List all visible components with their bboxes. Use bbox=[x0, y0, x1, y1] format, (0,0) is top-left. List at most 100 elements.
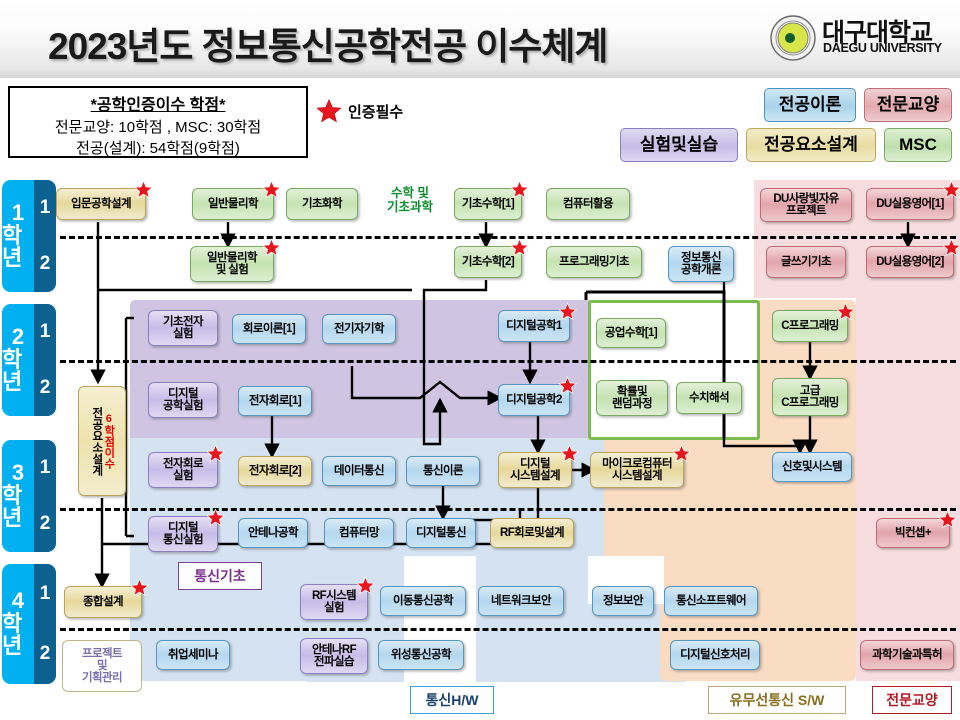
course-box-c25[interactable]: 고급 C프로그래밍 bbox=[772, 378, 848, 416]
course-box-c44[interactable]: 통신소프트웨어 bbox=[664, 586, 758, 616]
red-star-icon bbox=[510, 238, 529, 257]
course-box-c23[interactable]: 확률및 랜덤과정 bbox=[596, 380, 668, 416]
course-label: 과학기술과특허 bbox=[872, 648, 942, 661]
course-label: RF회로및설계 bbox=[499, 526, 565, 539]
sem-divider-y2 bbox=[60, 360, 956, 363]
course-box-c38[interactable]: 빅컨셉+ bbox=[876, 510, 957, 548]
course-label: 정보보안 bbox=[603, 594, 644, 607]
red-star-icon bbox=[262, 180, 281, 199]
course-box-c49[interactable]: 디지털신호처리 bbox=[670, 640, 760, 670]
group-label-comm-hw: 통신H/W bbox=[410, 686, 494, 714]
course-box-c03[interactable]: 기초화학 bbox=[286, 188, 358, 220]
legend-chip-msc[interactable]: MSC bbox=[884, 128, 952, 162]
course-label: 공업수학[1] bbox=[604, 326, 658, 339]
legend-chip-theory[interactable]: 전공이론 bbox=[764, 88, 856, 122]
course-box-c27[interactable]: 전자회로[2] bbox=[238, 456, 312, 486]
course-box-c02[interactable]: 일반물리학 bbox=[192, 180, 281, 220]
course-label: 기초수학[1] bbox=[461, 197, 515, 210]
course-box-c39[interactable]: 종합설계 bbox=[64, 578, 149, 618]
design-element-column[interactable]: 전공요소설계 6학점이수 bbox=[78, 386, 126, 496]
year-label-3: 3 학년 bbox=[2, 440, 34, 552]
course-box-c07[interactable]: DU실용영어[1] bbox=[866, 180, 960, 220]
logo-name-en: DAEGU UNIVERSITY bbox=[823, 41, 942, 55]
course-box-c09[interactable]: 기초수학[2] bbox=[454, 238, 529, 278]
course-label: 종합설계 bbox=[83, 595, 124, 608]
course-box-c42[interactable]: 네트워크보안 bbox=[478, 586, 564, 616]
course-box-c32[interactable]: 신호및시스템 bbox=[772, 452, 852, 482]
course-box-c35[interactable]: 컴퓨터망 bbox=[324, 518, 394, 548]
course-box-c50[interactable]: 과학기술과특허 bbox=[860, 640, 954, 670]
star-legend-label: 인증필수 bbox=[348, 104, 404, 121]
course-box-c47[interactable]: 안테나RF 전파실습 bbox=[300, 638, 368, 674]
course-label: 디지털공학1 bbox=[506, 319, 562, 332]
course-box-c30[interactable]: 디지털 시스템설계 bbox=[498, 444, 579, 488]
sem-divider-y4 bbox=[60, 628, 956, 631]
course-label: 수치해석 bbox=[689, 391, 730, 404]
legend-chip-gened[interactable]: 전문교양 bbox=[864, 88, 952, 122]
course-box-c34[interactable]: 안테나공학 bbox=[238, 518, 308, 548]
red-star-icon bbox=[262, 238, 281, 257]
course-box-c26[interactable]: 전자회로 실험 bbox=[148, 444, 225, 488]
course-box-c48[interactable]: 위성통신공학 bbox=[378, 640, 464, 670]
course-label: 네트워크보안 bbox=[491, 594, 551, 607]
course-box-c40[interactable]: RF시스템 실험 bbox=[300, 576, 375, 620]
course-box-c28[interactable]: 데이터통신 bbox=[322, 456, 396, 486]
course-box-c15[interactable]: 회로이론[1] bbox=[232, 314, 306, 344]
course-label: 전자회로[2] bbox=[248, 464, 302, 477]
course-label: 디지털 통신실험 bbox=[163, 521, 204, 546]
course-box-c10[interactable]: 프로그래밍기초 bbox=[546, 246, 642, 278]
course-label: 컴퓨터망 bbox=[339, 526, 380, 539]
course-box-c16[interactable]: 전기자기학 bbox=[322, 314, 396, 344]
course-box-c36[interactable]: 디지털통신 bbox=[406, 518, 476, 548]
design-element-credit: 6학점이수 bbox=[102, 413, 115, 469]
course-box-c04[interactable]: 기초수학[1] bbox=[454, 180, 529, 220]
course-label: 마이크로컴퓨터 시스템설계 bbox=[602, 457, 672, 482]
course-box-c31[interactable]: 마이크로컴퓨터 시스템설계 bbox=[590, 444, 691, 488]
course-label: 기초수학[2] bbox=[461, 255, 515, 268]
legend-chip-lab[interactable]: 실험및실습 bbox=[620, 128, 738, 162]
course-box-c11[interactable]: 정보통신 공학개론 bbox=[668, 246, 734, 282]
page-header: 2023년도 정보통신공학전공 이수체계 대구대학교 DAEGU UNIVERS… bbox=[0, 0, 960, 78]
course-box-c05[interactable]: 컴퓨터활용 bbox=[546, 188, 630, 220]
course-box-c41[interactable]: 이동통신공학 bbox=[380, 586, 466, 616]
course-box-c01[interactable]: 입문공학설계 bbox=[56, 180, 153, 220]
group-label-gened: 전문교양 bbox=[872, 686, 952, 714]
course-label: 컴퓨터활용 bbox=[563, 197, 614, 210]
semester-1-2: 2 bbox=[34, 236, 56, 292]
course-label: 디지털 시스템설계 bbox=[510, 457, 561, 482]
course-box-c06[interactable]: DU사랑빛자유 프로젝트 bbox=[760, 188, 852, 222]
course-label: 전자회로[1] bbox=[248, 394, 302, 407]
course-label: 확률및 랜덤과정 bbox=[612, 385, 653, 410]
course-box-c19[interactable]: C프로그래밍 bbox=[772, 302, 855, 342]
course-label: 글쓰기기초 bbox=[781, 255, 832, 268]
course-label: 전자회로 실험 bbox=[163, 457, 204, 482]
course-box-c24[interactable]: 수치해석 bbox=[676, 382, 742, 414]
course-box-c21[interactable]: 전자회로[1] bbox=[238, 386, 312, 416]
course-box-c12[interactable]: 글쓰기기초 bbox=[766, 246, 846, 278]
course-label: 디지털통신 bbox=[416, 526, 467, 539]
course-label: 안테나RF 전파실습 bbox=[311, 643, 357, 668]
course-label: 일반물리학 bbox=[208, 197, 259, 210]
course-box-c13[interactable]: DU실용영어[2] bbox=[866, 238, 960, 278]
red-star-icon bbox=[134, 180, 153, 199]
course-box-c29[interactable]: 통신이론 bbox=[406, 456, 480, 486]
course-box-c20[interactable]: 디지털 공학실험 bbox=[148, 382, 218, 418]
course-box-c33[interactable]: 디지털 통신실험 bbox=[148, 508, 225, 552]
course-box-c08[interactable]: 일반물리학 및 실험 bbox=[190, 238, 281, 282]
course-box-c14[interactable]: 기초전자 실험 bbox=[148, 310, 218, 346]
course-box-c18[interactable]: 공업수학[1] bbox=[596, 318, 666, 348]
course-box-c45[interactable]: 프로젝트 및 기획관리 bbox=[62, 640, 142, 692]
year-block-4: 4 학년 1 2 bbox=[2, 564, 56, 684]
course-label: DU실용영어[1] bbox=[876, 197, 944, 210]
course-box-c43[interactable]: 정보보안 bbox=[592, 586, 654, 616]
legend-chip-design[interactable]: 전공요소설계 bbox=[746, 128, 876, 162]
course-label: 일반물리학 및 실험 bbox=[207, 251, 258, 276]
logo-name-kr: 대구대학교 bbox=[822, 19, 933, 47]
course-box-c22[interactable]: 디지털공학2 bbox=[498, 376, 577, 416]
credit-requirement-box: *공학인증이수 학점* 전문교양: 10학점 , MSC: 30학점 전공(설계… bbox=[8, 86, 308, 158]
course-label: RF시스템 실험 bbox=[311, 589, 357, 614]
course-box-c37[interactable]: RF회로및설계 bbox=[490, 518, 574, 548]
course-box-c46[interactable]: 취업세미나 bbox=[156, 640, 230, 670]
year-block-2: 2 학년 1 2 bbox=[2, 304, 56, 416]
course-box-c17[interactable]: 디지털공학1 bbox=[498, 302, 577, 342]
